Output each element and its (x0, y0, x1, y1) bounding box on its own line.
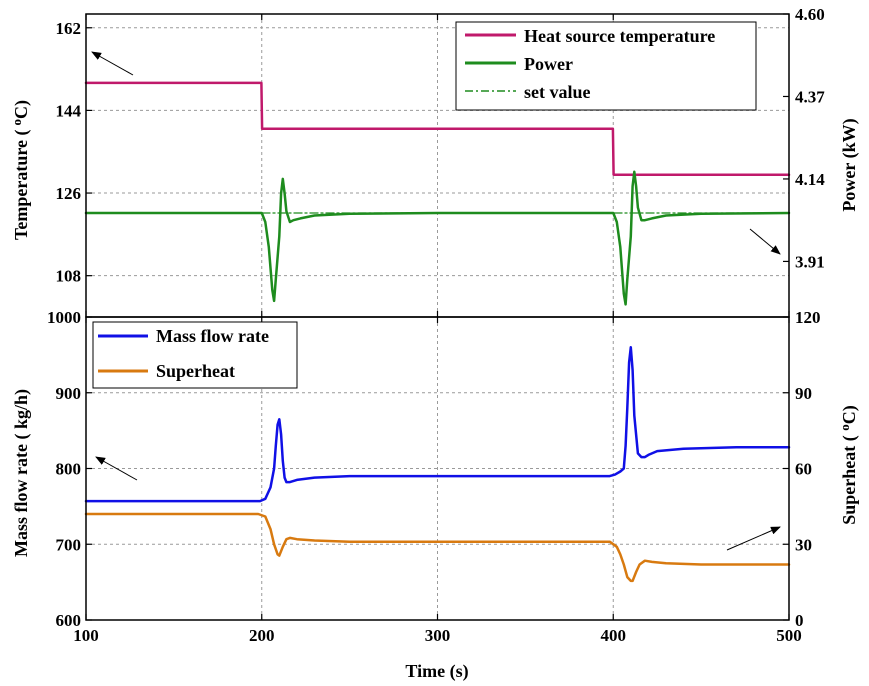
right-tick-label-0-4.14: 4.14 (795, 170, 825, 189)
top-right-axis-label: Power (kW) (839, 118, 860, 211)
bottom-legend: Mass flow rate Superheat (92, 321, 298, 389)
arrow-to-left-axis-bottom (95, 456, 138, 481)
arrow-to-left-axis-top (91, 51, 134, 76)
x-tick-label-500: 500 (776, 626, 802, 645)
right-tick-label-1-90: 90 (795, 384, 812, 403)
left-tick-label-1-900: 900 (56, 384, 82, 403)
left-tick-label-0-108: 108 (56, 267, 82, 286)
legend-label-mass-flow: Mass flow rate (156, 326, 269, 346)
bottom-legend-box (92, 321, 298, 389)
bottom-right-axis-label: Superheat ( oC) (837, 405, 860, 525)
top-legend: Heat source temperature Power set value (455, 21, 757, 111)
series-line-heat-source-temperature (84, 81, 791, 176)
series-line-mass-flow-rate (84, 346, 791, 503)
top-left-axis-label: Temperature (oC) (9, 100, 32, 240)
legend-label-heat-source: Heat source temperature (524, 26, 715, 46)
bottom-left-axis-label: Mass flow rate ( kg/h) (11, 389, 32, 557)
right-tick-label-0-4.60: 4.60 (795, 5, 825, 24)
x-tick-label-100: 100 (73, 626, 99, 645)
arrow-to-right-axis-top (749, 228, 781, 255)
left-tick-label-0-126: 126 (56, 184, 82, 203)
left-tick-label-1-800: 800 (56, 460, 82, 479)
left-tick-label-1-600: 600 (56, 611, 82, 630)
arrow-to-right-axis-bottom (726, 526, 781, 551)
top-legend-box (455, 21, 757, 111)
series-layer (84, 81, 791, 583)
right-tick-label-0-3.91: 3.91 (795, 252, 825, 271)
x-axis-label: Time (s) (405, 661, 468, 682)
right-tick-label-1-60: 60 (795, 460, 812, 479)
right-tick-label-1-0: 0 (795, 611, 804, 630)
left-tick-label-1-700: 700 (56, 535, 82, 554)
right-tick-label-1-120: 120 (795, 308, 821, 327)
x-tick-label-400: 400 (601, 626, 627, 645)
right-tick-label-1-30: 30 (795, 535, 812, 554)
left-tick-label-1-1000: 1000 (47, 308, 81, 327)
legend-label-superheat: Superheat (156, 361, 235, 381)
left-tick-label-0-144: 144 (56, 101, 82, 120)
legend-label-power: Power (524, 54, 573, 74)
right-tick-label-0-4.37: 4.37 (795, 87, 825, 106)
x-tick-label-200: 200 (249, 626, 275, 645)
series-line-superheat (84, 512, 791, 583)
x-tick-label-300: 300 (425, 626, 451, 645)
legend-label-set-value: set value (524, 82, 591, 102)
left-tick-label-0-162: 162 (56, 19, 82, 38)
